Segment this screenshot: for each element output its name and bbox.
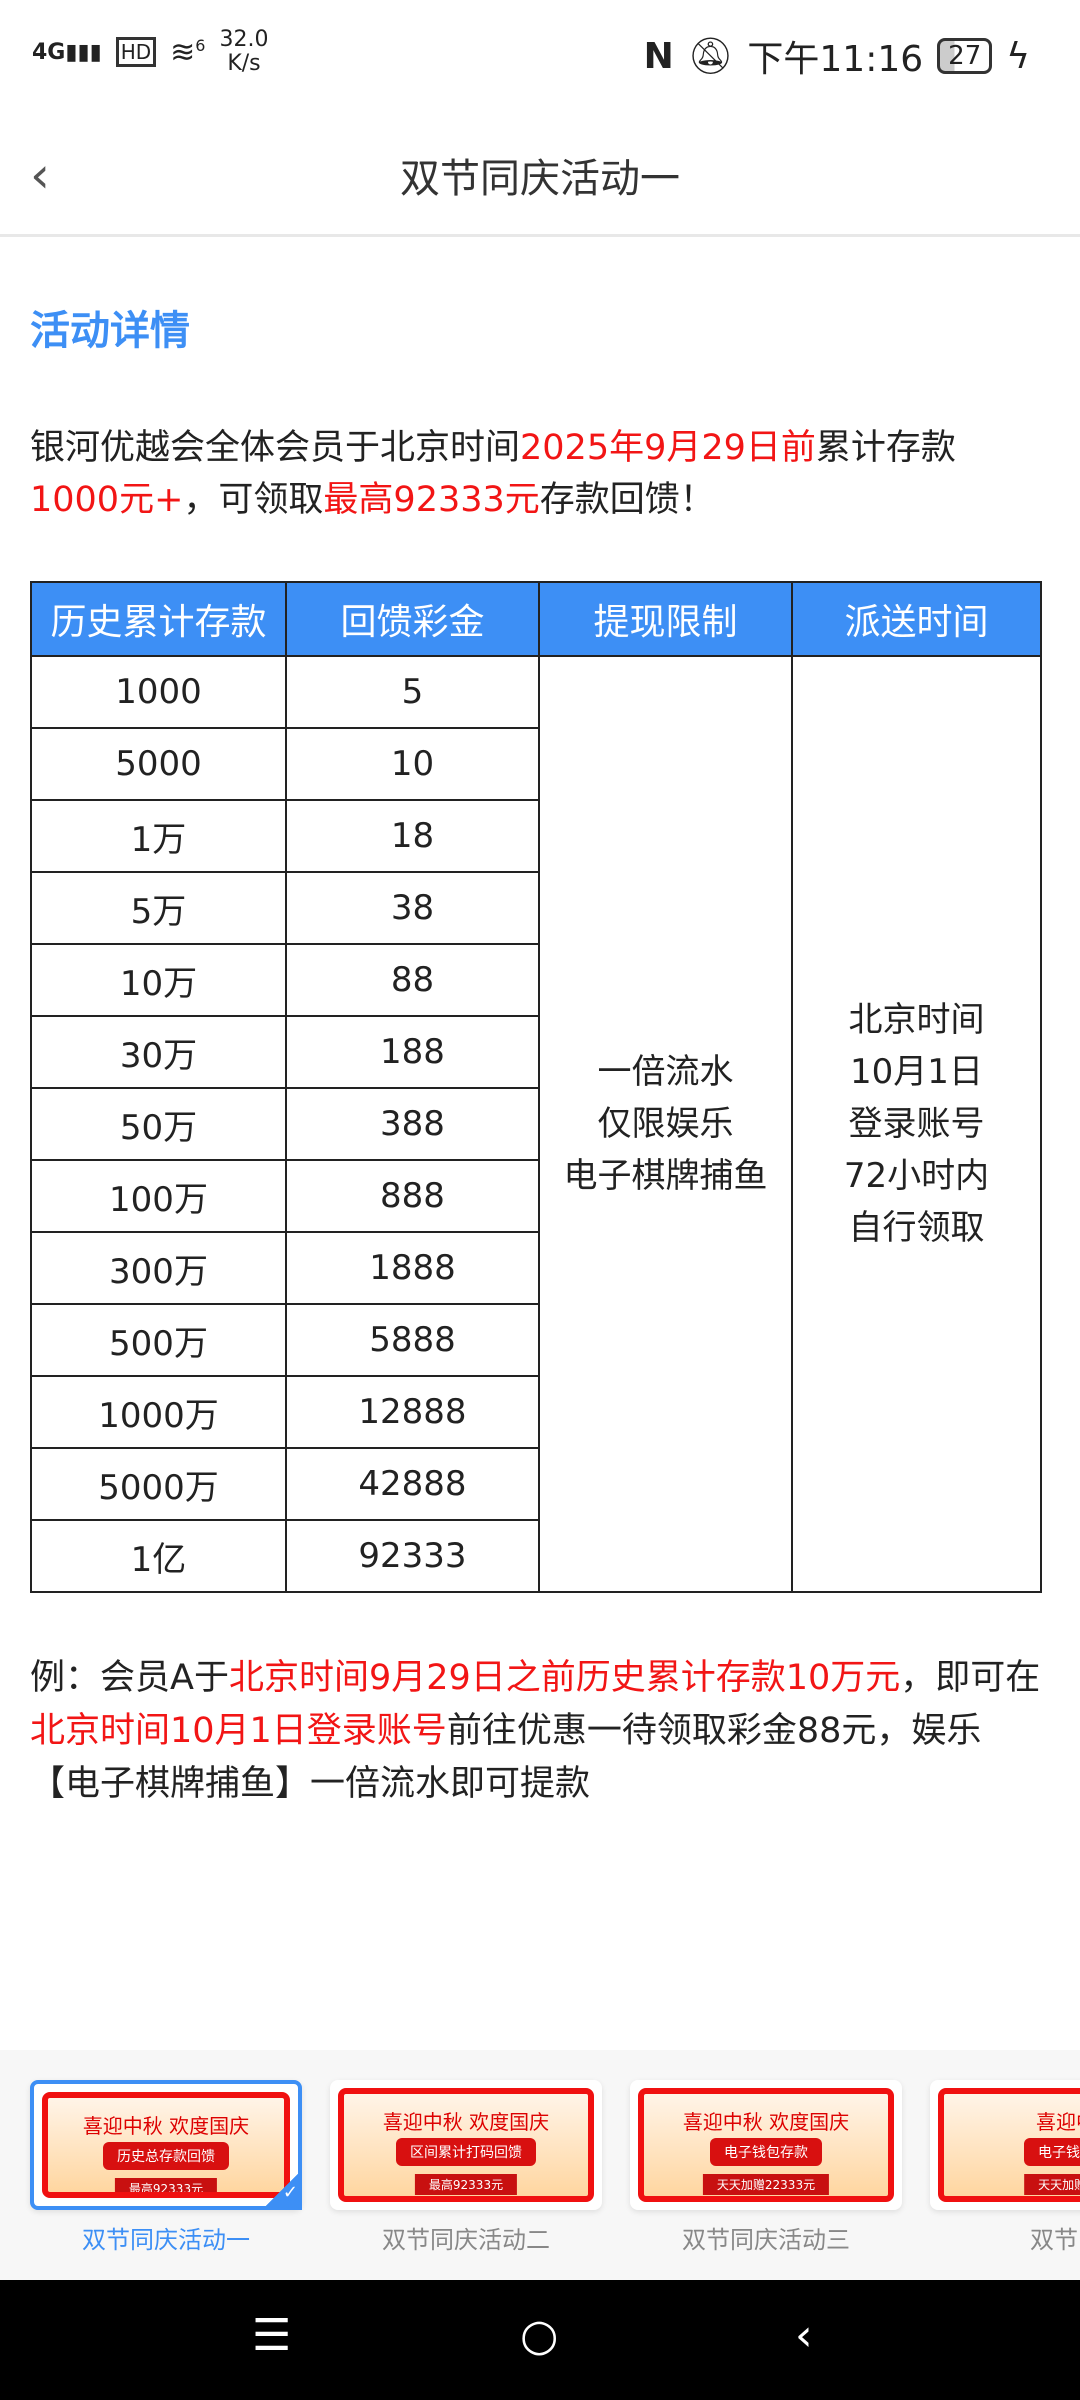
section-title: 活动详情 <box>30 308 190 354</box>
activity-banner: 喜迎中秋 欢度国庆 区间累计打码回馈 最高92333元 <box>338 2088 594 2202</box>
activity-tab-label[interactable]: 双节同庆活动二 <box>382 2226 550 2254</box>
system-nav-bar: ☰ ○ ‹ <box>0 2280 1080 2400</box>
withdraw-limit-cell: 一倍流水 仅限娱乐 电子棋牌捕鱼 <box>538 655 793 1593</box>
activity-tab-3[interactable]: 喜迎中秋 欢度国庆 电子钱包存款 天天加赠22333元 <box>630 2080 902 2210</box>
page-title: 双节同庆活动一 <box>400 156 680 202</box>
table-row: 300万 1888 <box>30 1231 1041 1305</box>
activity-tab-label[interactable]: 双节同庆活动一 <box>82 2226 250 2254</box>
deposit-cell: 1000 <box>30 655 287 729</box>
activity-tab-2[interactable]: 喜迎中秋 欢度国庆 区间累计打码回馈 最高92333元 <box>330 2080 602 2210</box>
header-limit: 提现限制 <box>538 581 793 657</box>
signal-icon: 4G▮▮▮ <box>32 39 102 65</box>
table-row: 5000万 42888 <box>30 1447 1041 1521</box>
deposit-cell: 500万 <box>30 1303 287 1377</box>
activity-banner: 喜迎中秋 欢度国庆 历史总存款回馈 最高92333元 <box>42 2092 290 2198</box>
activity-tabs: 喜迎中秋 欢度国庆 历史总存款回馈 最高92333元 ✓ 双节同庆活动一 喜迎中秋 欢度国… <box>0 2050 1080 2280</box>
table-row: 1000 5 一倍流水 仅限娱乐 电子棋牌捕鱼 北京时间 10月1日 登录账号 72小时内 自行领… <box>30 655 1042 1593</box>
charging-icon: ϟ <box>1006 35 1030 77</box>
table-row: 30万 188 <box>30 1015 1041 1089</box>
bonus-cell: 1888 <box>285 1231 540 1305</box>
table-row: 50万 388 <box>30 1087 1041 1161</box>
activity-banner: 喜迎中秋 欢度国庆 电子钱包存款 天天加赠22333元 <box>638 2088 894 2202</box>
intro-text: 银河优越会全体会员于北京时间2025年9月29日前累计存款 1000元+，可领取最… <box>30 428 956 520</box>
activity-tab-4[interactable]: 喜迎中电子钱包天天加赠2 <box>930 2080 1080 2210</box>
deposit-cell: 100万 <box>30 1159 287 1233</box>
status-bar: 4G▮▮▮ HD ≋6 32.0 K/s N 🔕︎ 下午11:16 27 ϟ <box>0 0 1080 110</box>
table-row: 5000 10 <box>30 727 1041 801</box>
header-delivery: 派送时间 <box>791 581 1042 657</box>
bonus-cell: 42888 <box>285 1447 540 1521</box>
clock: 下午11:16 <box>747 39 924 80</box>
bonus-cell: 5888 <box>285 1303 540 1377</box>
table-row: 500万 5888 <box>30 1303 1041 1377</box>
table-row: 10万 88 <box>30 943 1041 1017</box>
header-bonus: 回馈彩金 <box>285 581 540 657</box>
bonus-cell: 38 <box>285 871 540 945</box>
deposit-cell: 5000万 <box>30 1447 287 1521</box>
bonus-cell: 888 <box>285 1159 540 1233</box>
table-row: 1000万 12888 <box>30 1375 1041 1449</box>
home-icon[interactable]: ○ <box>520 2310 559 2361</box>
bonus-cell: 88 <box>285 943 540 1017</box>
activity-banner: 喜迎中电子钱包天天加赠2 <box>938 2088 1080 2202</box>
deposit-cell: 300万 <box>30 1231 287 1305</box>
bonus-cell: 5 <box>285 655 540 729</box>
bonus-cell: 12888 <box>285 1375 540 1449</box>
activity-tab-1[interactable]: 喜迎中秋 欢度国庆 历史总存款回馈 最高92333元 ✓ <box>30 2080 302 2210</box>
back-nav-icon[interactable]: ‹ <box>795 2310 813 2361</box>
table-row: 100万 888 <box>30 1159 1041 1233</box>
deposit-cell: 5万 <box>30 871 287 945</box>
activity-tab-label[interactable]: 双节同 <box>1030 2226 1080 2254</box>
deposit-cell: 1000万 <box>30 1375 287 1449</box>
bonus-cell: 188 <box>285 1015 540 1089</box>
hd-icon: HD <box>115 37 157 67</box>
bonus-cell: 10 <box>285 727 540 801</box>
header-deposit: 历史累计存款 <box>30 581 287 657</box>
mute-icon: 🔕︎ <box>687 36 734 77</box>
nfc-icon: N <box>643 35 674 77</box>
delivery-time-cell: 北京时间 10月1日 登录账号 72小时内 自行领取 <box>791 655 1042 1593</box>
menu-icon[interactable]: ☰ <box>252 2310 292 2361</box>
bonus-cell: 388 <box>285 1087 540 1161</box>
reward-table: 历史累计存款 回馈彩金 提现限制 派送时间 1000 5 一倍流水 仅限娱乐 电子棋牌捕… <box>30 581 1042 1593</box>
bonus-cell: 92333 <box>285 1519 540 1593</box>
table-row: 1亿 92333 <box>30 1519 1041 1593</box>
check-icon: ✓ <box>262 2170 302 2210</box>
deposit-cell: 10万 <box>30 943 287 1017</box>
table-row: 1万 18 <box>30 799 1041 873</box>
network-speed: 32.0 K/s <box>219 27 269 76</box>
deposit-cell: 1万 <box>30 799 287 873</box>
deposit-cell: 30万 <box>30 1015 287 1089</box>
deposit-cell: 1亿 <box>30 1519 287 1593</box>
deposit-cell: 50万 <box>30 1087 287 1161</box>
table-row: 5万 38 <box>30 871 1041 945</box>
wifi-icon: ≋6 <box>170 34 206 70</box>
battery-icon: 27 <box>937 38 993 74</box>
bonus-cell: 18 <box>285 799 540 873</box>
activity-tab-label[interactable]: 双节同庆活动三 <box>682 2226 850 2254</box>
example-text: 例：会员A于北京时间9月29日之前历史累计存款10万元，即可在北京时间10月1日… <box>30 1658 1041 1804</box>
back-button[interactable]: ‹ <box>30 146 50 204</box>
app-header: ‹ 双节同庆活动一 <box>0 110 1080 237</box>
deposit-cell: 5000 <box>30 727 287 801</box>
